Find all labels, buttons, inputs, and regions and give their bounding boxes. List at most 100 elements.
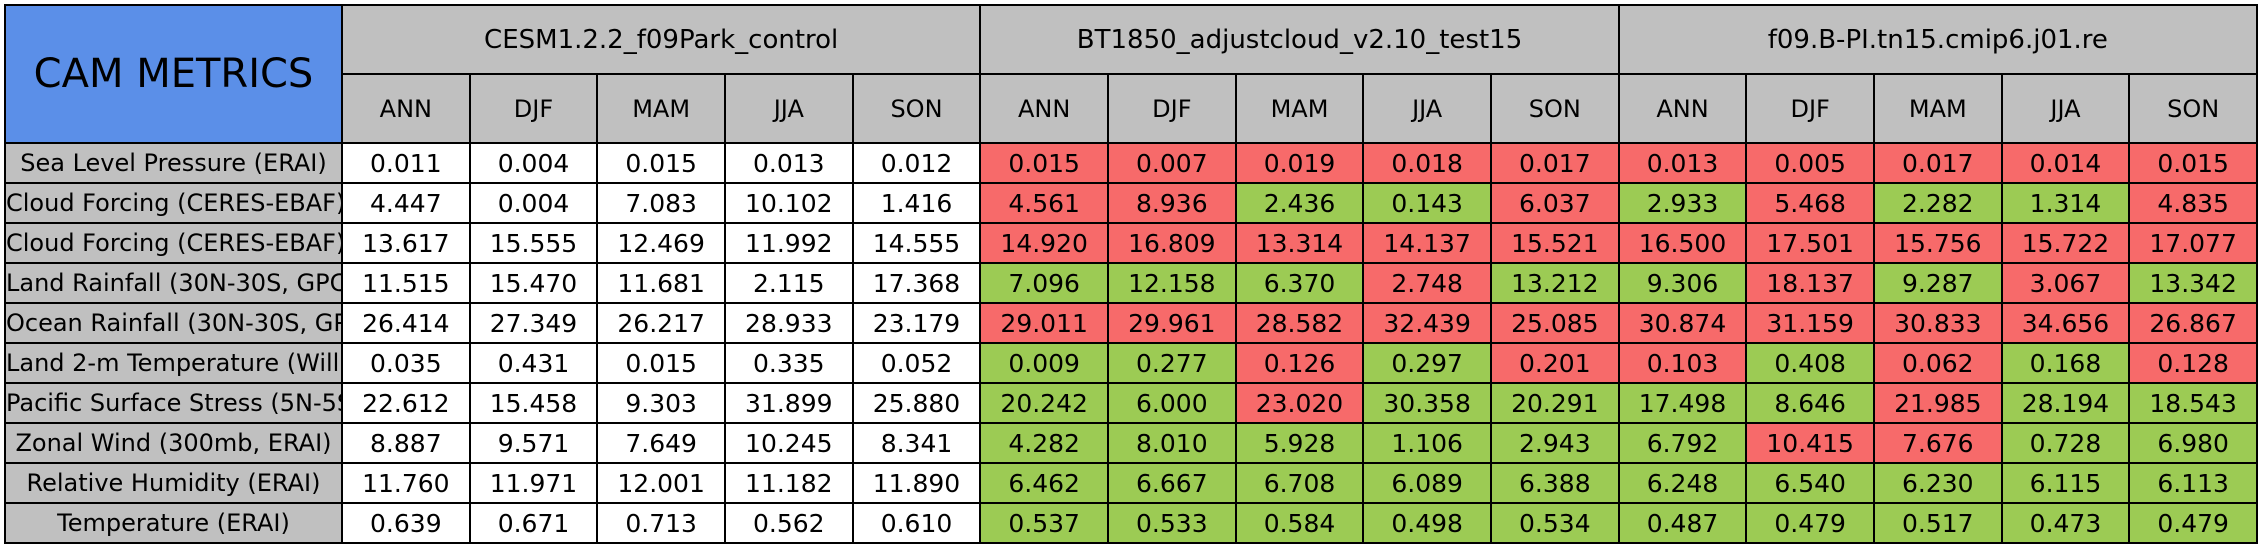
- metric-cell: 12.469: [596, 222, 726, 264]
- metric-cell: 8.341: [851, 422, 982, 464]
- season-header-djf: DJF: [1745, 73, 1875, 144]
- metric-cell: 8.646: [1745, 382, 1875, 424]
- metric-cell: 28.194: [2000, 382, 2131, 424]
- metric-cell: 8.936: [1107, 182, 1237, 224]
- metric-cell: 6.370: [1234, 262, 1365, 304]
- table-row: Sea Level Pressure (ERAI) 0.011 0.004 0.015…: [4, 142, 2258, 184]
- metric-cell: 0.534: [1489, 502, 1620, 544]
- metric-cell: 34.656: [2000, 302, 2131, 344]
- metric-cell: 6.462: [979, 462, 1109, 504]
- metric-cell: 0.168: [2000, 342, 2131, 384]
- metric-cell: 0.537: [979, 502, 1109, 544]
- metric-cell: 9.303: [596, 382, 726, 424]
- metric-cell: 13.212: [1489, 262, 1620, 304]
- season-header-mam: MAM: [1872, 73, 2003, 144]
- metric-cell: 6.388: [1489, 462, 1620, 504]
- metric-cell: 8.887: [341, 422, 471, 464]
- metric-cell: 0.562: [723, 502, 854, 544]
- metric-cell: 12.001: [596, 462, 726, 504]
- metric-cell: 0.017: [1489, 142, 1620, 184]
- metric-cell: 11.681: [596, 262, 726, 304]
- table-row: Zonal Wind (300mb, ERAI) 8.887 9.571 7.649 1…: [4, 422, 2258, 464]
- metric-cell: 11.992: [723, 222, 854, 264]
- metric-cell: 0.009: [979, 342, 1109, 384]
- table-row: Land Rainfall (30N-30S, GPCP) 11.515 15.47…: [4, 262, 2258, 304]
- metric-cell: 6.667: [1107, 462, 1237, 504]
- metric-cell: 4.835: [2128, 182, 2258, 224]
- metric-cell: 0.128: [2128, 342, 2258, 384]
- table-row: Cloud Forcing (CERES-EBAF) 4.447 0.004 7.08…: [4, 182, 2258, 224]
- metric-cell: 11.515: [341, 262, 471, 304]
- metric-cell: 0.017: [1872, 142, 2003, 184]
- metric-cell: 18.137: [1745, 262, 1875, 304]
- metric-cell: 7.096: [979, 262, 1109, 304]
- row-label-text: Zonal Wind (300mb, ERAI): [15, 429, 332, 457]
- metric-cell: 16.500: [1617, 222, 1748, 264]
- season-header-son: SON: [851, 73, 982, 144]
- metric-cell: 28.933: [723, 302, 854, 344]
- metrics-table: CAM METRICS CESM1.2.2_f09Park_control BT…: [4, 4, 2258, 544]
- season-header-row: ANN DJF MAM JJA SON ANN DJF MAM JJA SON ANN DJF MAM J…: [5, 73, 2258, 144]
- metric-cell: 0.015: [596, 142, 726, 184]
- metric-cell: 1.416: [851, 182, 982, 224]
- metric-cell: 25.880: [851, 382, 982, 424]
- row-label-text: Ocean Rainfall (30N-30S, GPCP): [6, 309, 340, 337]
- metric-cell: 0.533: [1107, 502, 1237, 544]
- metric-cell: 6.115: [2000, 462, 2131, 504]
- metric-cell: 31.159: [1745, 302, 1875, 344]
- row-label-text: Temperature (ERAI): [57, 509, 290, 537]
- metric-cell: 0.007: [1107, 142, 1237, 184]
- model-header-0: CESM1.2.2_f09Park_control: [340, 4, 982, 75]
- metric-cell: 6.037: [1489, 182, 1620, 224]
- metric-cell: 0.479: [2128, 502, 2258, 544]
- metric-cell: 15.555: [468, 222, 599, 264]
- metric-cell: 13.314: [1234, 222, 1365, 264]
- metric-cell: 0.013: [1617, 142, 1748, 184]
- metric-cell: 0.126: [1234, 342, 1365, 384]
- metric-cell: 2.933: [1617, 182, 1748, 224]
- row-label: Land Rainfall (30N-30S, GPCP): [4, 262, 343, 304]
- season-header-djf: DJF: [468, 73, 599, 144]
- metric-cell: 0.143: [1362, 182, 1492, 224]
- metric-cell: 6.000: [1107, 382, 1237, 424]
- metric-cell: 11.890: [851, 462, 982, 504]
- metric-cell: 6.708: [1234, 462, 1365, 504]
- metric-cell: 0.019: [1234, 142, 1365, 184]
- metric-cell: 17.077: [2128, 222, 2258, 264]
- metric-cell: 28.582: [1234, 302, 1365, 344]
- metric-cell: 0.517: [1872, 502, 2003, 544]
- metric-cell: 0.487: [1617, 502, 1748, 544]
- table-row: Pacific Surface Stress (5N-5S, ERAI)22.6…: [4, 382, 2258, 424]
- metric-cell: 2.115: [723, 262, 854, 304]
- row-label-text: Sea Level Pressure (ERAI): [20, 149, 327, 177]
- metric-cell: 26.414: [341, 302, 471, 344]
- metric-cell: 0.103: [1617, 342, 1748, 384]
- row-label: Ocean Rainfall (30N-30S, GPCP): [4, 302, 343, 344]
- table-title: CAM METRICS: [4, 4, 343, 144]
- metric-cell: 15.756: [1872, 222, 2003, 264]
- metric-cell: 10.102: [723, 182, 854, 224]
- row-label-text: Cloud Forcing (CERES-EBAF): [6, 189, 342, 217]
- metric-cell: 10.415: [1745, 422, 1875, 464]
- season-header-mam: MAM: [596, 73, 726, 144]
- model-header-2: f09.B-PI.tn15.cmip6.j01.re: [1617, 4, 2258, 75]
- metric-cell: 20.242: [979, 382, 1109, 424]
- metric-cell: 7.649: [596, 422, 726, 464]
- metric-cell: 21.985: [1872, 382, 2003, 424]
- metric-cell: 17.498: [1617, 382, 1748, 424]
- table-row: Temperature (ERAI) 0.639 0.671 0.713 0.562 0.…: [4, 502, 2258, 544]
- row-label: Sea Level Pressure (ERAI): [4, 142, 343, 184]
- season-header-djf: DJF: [1107, 73, 1237, 144]
- table-row: Relative Humidity (ERAI) 11.760 11.971 12.0…: [4, 462, 2258, 504]
- metric-cell: 4.447: [341, 182, 471, 224]
- metric-cell: 5.468: [1745, 182, 1875, 224]
- metric-cell: 9.571: [468, 422, 599, 464]
- metric-cell: 11.182: [723, 462, 854, 504]
- metric-cell: 0.005: [1745, 142, 1875, 184]
- metric-cell: 0.639: [341, 502, 471, 544]
- metric-cell: 11.760: [341, 462, 471, 504]
- metric-cell: 15.521: [1489, 222, 1620, 264]
- metric-cell: 18.543: [2128, 382, 2258, 424]
- season-header-ann: ANN: [341, 73, 471, 144]
- metric-cell: 13.617: [341, 222, 471, 264]
